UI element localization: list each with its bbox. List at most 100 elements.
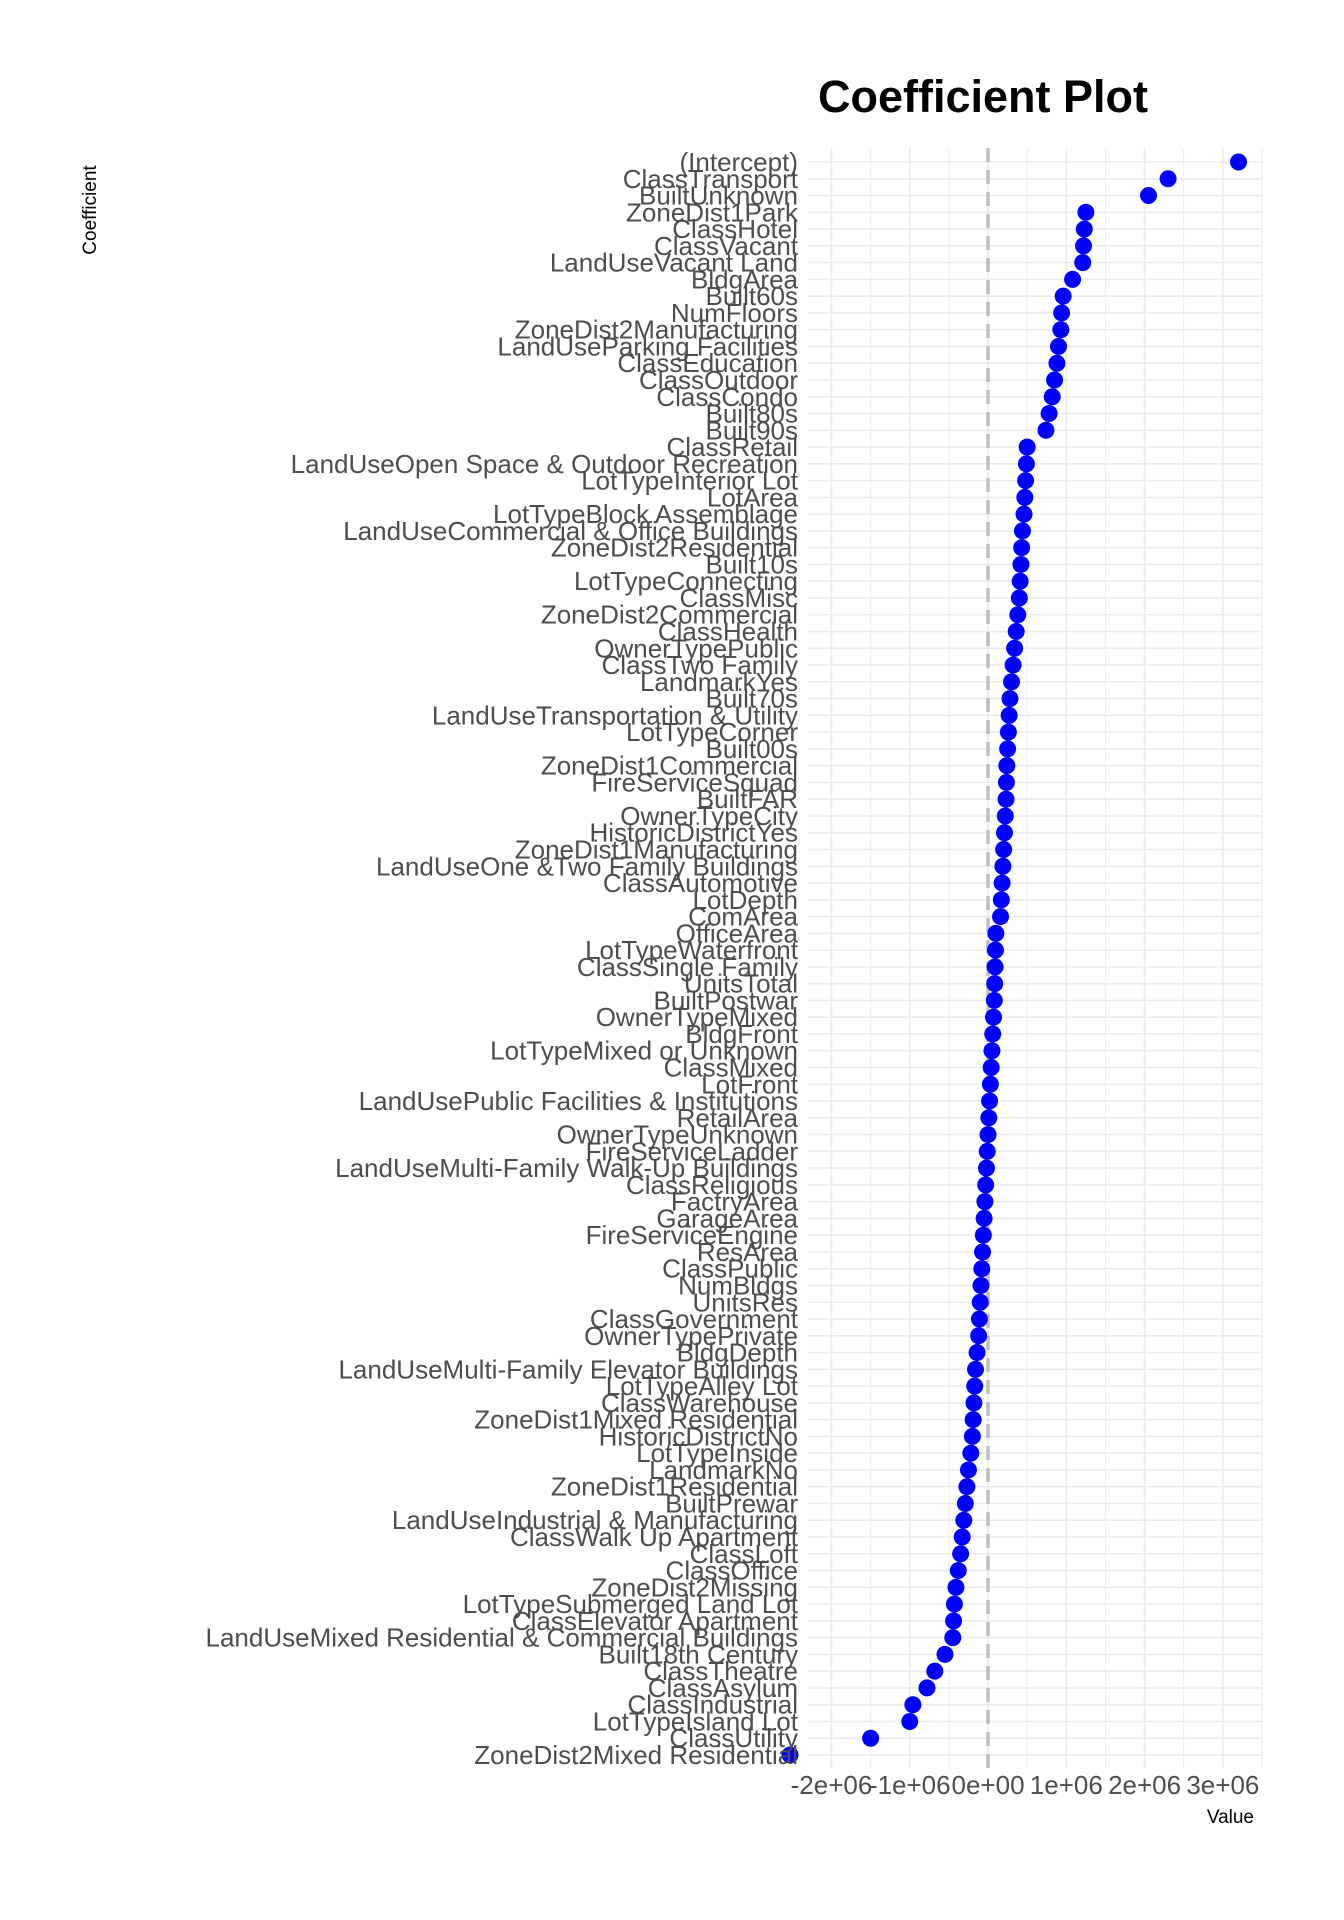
coefficient-point <box>1043 388 1061 406</box>
coefficient-point <box>992 891 1010 909</box>
coefficient-label: ClassCondo <box>656 382 798 412</box>
coefficient-point <box>995 841 1013 859</box>
coefficient-label: LandUseMixed Residential & Commercial Bu… <box>206 1623 799 1653</box>
coefficient-point <box>987 924 1005 942</box>
coefficient-point <box>997 790 1015 808</box>
coefficient-label: LandUseOne &Two Family Buildings <box>376 851 798 881</box>
x-tick-label: 2e+06 <box>1108 1770 1181 1800</box>
coefficient-point <box>972 1276 990 1294</box>
coefficient-point <box>1015 505 1033 523</box>
coefficient-point <box>1011 572 1029 590</box>
coefficient-point <box>981 1092 999 1110</box>
coefficient-point <box>904 1696 922 1714</box>
coefficient-point <box>1159 170 1177 188</box>
coefficient-point <box>1003 673 1021 691</box>
coefficient-point <box>958 1478 976 1496</box>
coefficient-label: ClassAsylum <box>648 1673 798 1703</box>
coefficient-label: ClassWarehouse <box>601 1388 798 1418</box>
coefficient-point <box>993 874 1011 892</box>
coefficient-point <box>984 1025 1002 1043</box>
coefficient-label: NumFloors <box>671 298 798 328</box>
coefficient-points <box>781 153 1248 1764</box>
coefficient-point <box>956 1494 974 1512</box>
coefficient-label: (Intercept) <box>680 147 799 177</box>
coefficient-label: LandUseIndustrial & Manufacturing <box>392 1505 798 1535</box>
coefficient-label: ZoneDist1Park <box>626 197 799 227</box>
coefficient-point <box>979 1126 997 1144</box>
coefficient-point <box>1007 623 1025 641</box>
coefficient-label: OfficeArea <box>676 918 799 948</box>
coefficient-point <box>1012 555 1030 573</box>
coefficient-label: UnitsRes <box>693 1287 798 1317</box>
coefficient-label: HistoricDistrictYes <box>589 818 798 848</box>
coefficient-label: ResArea <box>697 1237 799 1267</box>
coefficient-label: LotTypeAlley Lot <box>606 1371 799 1401</box>
coefficient-point <box>970 1310 988 1328</box>
coefficient-point <box>1006 639 1024 657</box>
coefficient-label: ClassMixed <box>664 1052 798 1082</box>
coefficient-label: LandmarkNo <box>649 1455 798 1485</box>
coefficient-label: ClassVacant <box>654 231 799 261</box>
coefficient-point <box>1001 690 1019 708</box>
coefficient-label: LandUsePublic Facilities & Institutions <box>359 1086 798 1116</box>
coefficient-label: OwnerTypeUnknown <box>557 1120 798 1150</box>
coefficient-label: ClassPublic <box>662 1254 798 1284</box>
coefficient-point <box>996 807 1014 825</box>
coefficient-point <box>974 1243 992 1261</box>
coefficient-point <box>926 1662 944 1680</box>
coefficient-point <box>945 1595 963 1613</box>
coefficient-label: LotDepth <box>692 885 798 915</box>
coefficient-point <box>862 1729 880 1747</box>
coefficient-label: ZoneDist1Mixed Residential <box>474 1405 798 1435</box>
coefficient-point <box>945 1612 963 1630</box>
coefficient-point <box>995 824 1013 842</box>
coefficient-point <box>1054 287 1072 305</box>
coefficient-label: FireServiceSquad <box>591 767 798 797</box>
coefficient-point <box>1010 589 1028 607</box>
coefficient-point <box>1075 237 1093 255</box>
coefficient-label: ClassAutomotive <box>603 868 798 898</box>
coefficient-point <box>1000 706 1018 724</box>
x-tick-label: 1e+06 <box>1030 1770 1103 1800</box>
coefficient-point <box>983 1042 1001 1060</box>
coefficient-point <box>980 1109 998 1127</box>
coefficient-label: ClassRetail <box>667 432 799 462</box>
coefficient-label: ClassMisc <box>680 583 798 613</box>
coefficient-point <box>1009 606 1027 624</box>
coefficient-point <box>947 1578 965 1596</box>
coefficient-label: ClassHotel <box>672 214 798 244</box>
coefficient-label: UnitsTotal <box>684 969 798 999</box>
coefficient-point <box>973 1260 991 1278</box>
coefficient-label: ClassOffice <box>666 1556 798 1586</box>
coefficient-label: LotTypeIsland Lot <box>593 1706 799 1736</box>
coefficient-point <box>1004 656 1022 674</box>
y-axis-title: Coefficient <box>80 165 101 255</box>
coefficient-point <box>964 1411 982 1429</box>
coefficient-label: OwnerTypeCity <box>620 801 798 831</box>
coefficient-point <box>1013 539 1031 557</box>
coefficient-point <box>1049 337 1067 355</box>
coefficient-point <box>977 1159 995 1177</box>
coefficient-label: BldgDepth <box>677 1338 798 1368</box>
coefficient-point <box>970 1327 988 1345</box>
coefficient-label: ClassGovernment <box>590 1304 799 1334</box>
coefficient-point <box>966 1377 984 1395</box>
coefficient-label: RetailArea <box>677 1103 799 1133</box>
coefficient-point <box>985 991 1003 1009</box>
coefficient-point <box>968 1344 986 1362</box>
coefficient-label: LotTypeBlock Assemblage <box>493 499 798 529</box>
coefficient-label: LotArea <box>707 482 799 512</box>
coefficient-label: LandUseMulti-Family Elevator Buildings <box>338 1354 798 1384</box>
coefficient-point <box>981 1075 999 1093</box>
coefficient-point <box>965 1394 983 1412</box>
coefficient-label: ZoneDist2Commercial <box>541 600 798 630</box>
coefficient-point <box>994 857 1012 875</box>
coefficient-label: LandUseCommercial & Office Buildings <box>343 516 798 546</box>
coefficient-label: ClassWalk Up Apartment <box>510 1522 799 1552</box>
coefficient-label: ClassUtility <box>669 1723 798 1753</box>
coefficient-point <box>1017 455 1035 473</box>
coefficient-label: OwnerTypePublic <box>594 633 798 663</box>
coefficient-point <box>986 941 1004 959</box>
